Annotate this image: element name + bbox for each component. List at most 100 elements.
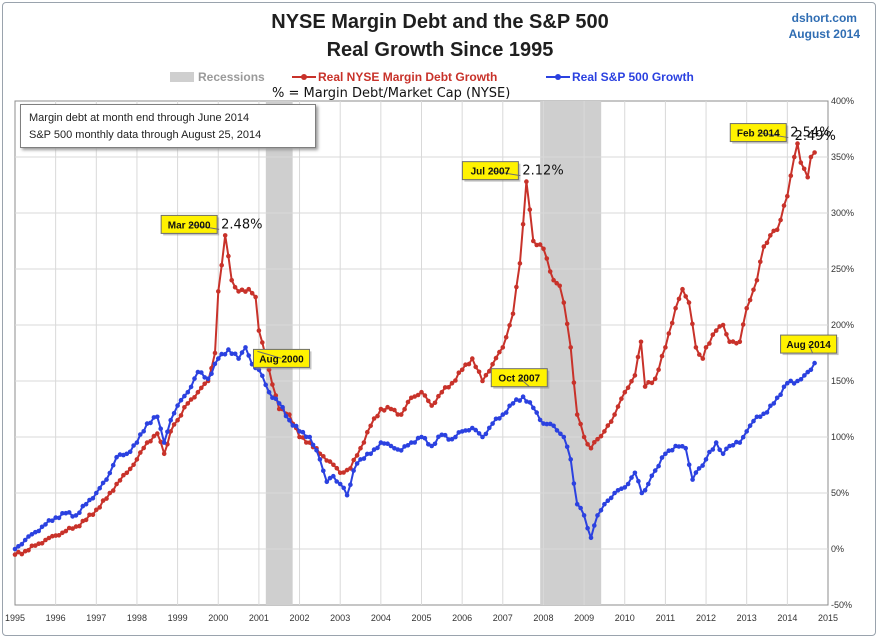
margin-debt-point (673, 305, 678, 311)
margin-debt-point (273, 393, 279, 398)
sp500-point (243, 345, 248, 350)
sp500-point (602, 501, 607, 507)
sp500-point (500, 412, 506, 417)
margin-debt-point (381, 408, 387, 413)
margin-debt-point (680, 286, 685, 292)
margin-debt-point (337, 470, 343, 476)
sp500-point (788, 378, 793, 384)
sp500-point (117, 452, 123, 457)
margin-debt-point (510, 311, 516, 317)
margin-debt-point (578, 421, 583, 427)
sp500-point (148, 420, 153, 426)
sp500-point (720, 451, 726, 457)
title-line-2: Real Growth Since 1995 (326, 39, 554, 61)
margin-debt-point (629, 379, 634, 384)
sp500-point (104, 477, 109, 482)
ratio-value: 2.48% (221, 217, 262, 232)
sp500-point (558, 431, 563, 437)
data-note-box: Margin debt at month end through June 20… (20, 104, 316, 148)
margin-debt-point (171, 422, 177, 427)
margin-debt-point (19, 551, 25, 557)
sp500-point (774, 395, 780, 401)
x-tick-label: 2002 (290, 613, 310, 623)
margin-debt-point (246, 286, 251, 292)
margin-debt-point (304, 440, 309, 445)
legend-recessions: Recessions (170, 70, 265, 84)
legend-margin: Real NYSE Margin Debt Growth (292, 70, 497, 84)
margin-debt-point (26, 547, 31, 553)
sp500-point (158, 426, 163, 432)
margin-debt-point (138, 450, 143, 455)
sp500-point (710, 447, 716, 452)
margin-debt-point (222, 233, 228, 238)
margin-debt-point (331, 462, 336, 468)
sp500-point (53, 515, 58, 520)
sp500-point (507, 403, 512, 409)
sp500-point (348, 482, 353, 488)
sp500-point (246, 353, 251, 358)
sp500-point (561, 434, 567, 440)
x-tick-label: 2008 (533, 613, 553, 623)
sp500-point (757, 414, 763, 420)
margin-debt-point (402, 406, 407, 412)
sp500-point (652, 468, 658, 473)
y-tick-label: 50% (831, 488, 849, 498)
margin-debt-point (188, 397, 194, 402)
sp500-point (588, 535, 594, 541)
margin-debt-point (134, 457, 140, 462)
margin-debt-point (480, 378, 485, 384)
margin-debt-point (642, 384, 648, 389)
y-tick-label: 300% (831, 208, 854, 218)
margin-debt-point (500, 345, 506, 350)
sp500-point (537, 417, 543, 423)
legend-sp500: Real S&P 500 Growth (546, 70, 694, 84)
margin-debt-point (395, 412, 401, 417)
sp500-point (578, 505, 583, 511)
sp500-point (239, 350, 245, 355)
margin-debt-point (114, 481, 119, 487)
x-tick-label: 2009 (574, 613, 594, 623)
sp500-point (365, 451, 370, 457)
sp500-point (229, 351, 235, 357)
sp500-point (209, 371, 214, 377)
sp500-point (182, 393, 187, 399)
margin-debt-point (449, 380, 455, 386)
y-tick-label: 400% (831, 96, 854, 106)
margin-debt-point (574, 412, 580, 417)
margin-debt-point (178, 413, 184, 418)
sp500-point (453, 434, 458, 440)
sp500-point (205, 376, 211, 382)
sp500-point (429, 443, 435, 449)
margin-debt-point (361, 440, 367, 445)
sp500-point (310, 442, 316, 448)
margin-debt-point (36, 541, 41, 546)
margin-debt-point (592, 440, 597, 445)
sp500-point (314, 448, 319, 453)
margin-debt-point (507, 323, 512, 328)
x-tick-label: 1998 (127, 613, 147, 623)
sp500-point (351, 468, 356, 473)
margin-debt-point (615, 404, 621, 409)
sp500-point (222, 352, 228, 357)
margin-debt-point (426, 398, 431, 404)
margin-debt-point (490, 361, 495, 367)
sp500-point (50, 518, 55, 523)
sp500-point (151, 415, 157, 420)
sp500-point (690, 477, 695, 482)
sp500-point (307, 434, 313, 440)
margin-debt-point (720, 322, 726, 328)
sp500-point (510, 401, 516, 406)
sp500-point (795, 378, 800, 384)
sp500-point (490, 421, 495, 426)
sp500-point (39, 524, 45, 530)
margin-debt-point (195, 389, 201, 395)
margin-debt-point (243, 289, 248, 294)
margin-debt-point (212, 350, 218, 356)
sp500-point (77, 510, 82, 515)
margin-debt-point (758, 259, 763, 265)
margin-debt-point (632, 373, 638, 378)
sp500-point (493, 416, 499, 422)
sp500-point (466, 428, 472, 433)
margin-debt-point (270, 382, 275, 387)
margin-debt-point (700, 356, 706, 361)
